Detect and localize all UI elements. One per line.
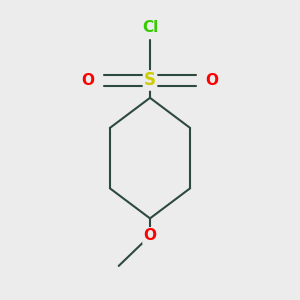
Text: O: O: [143, 228, 157, 243]
Text: O: O: [206, 73, 219, 88]
Text: O: O: [81, 73, 94, 88]
Text: Cl: Cl: [142, 20, 158, 35]
Text: S: S: [144, 71, 156, 89]
